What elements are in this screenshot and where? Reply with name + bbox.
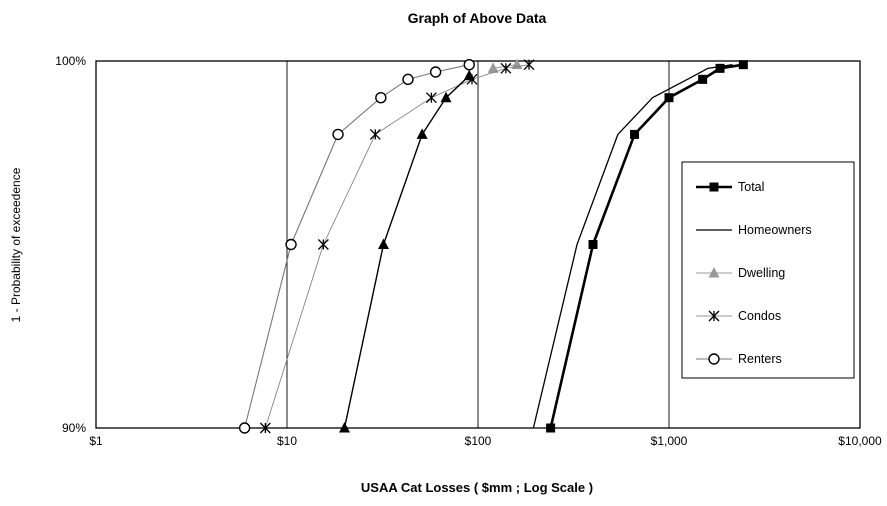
x-tick-label: $100: [465, 434, 492, 448]
renters-point: [463, 58, 475, 71]
x-axis-label: USAA Cat Losses ( $mm ; Log Scale ): [361, 480, 593, 495]
chart-title: Graph of Above Data: [408, 10, 547, 26]
plot-area: $1 $10 $100 $1,000 $10,000 90% 100%: [55, 54, 882, 448]
legend-label-condos: Condos: [738, 309, 781, 323]
condos-point: [259, 422, 271, 434]
condos-point: [317, 239, 329, 250]
total-point: [738, 60, 748, 70]
dwelling-point: [487, 62, 499, 73]
total-point: [588, 240, 598, 249]
x-tick-label: $10: [277, 434, 297, 448]
condos-point: [523, 59, 535, 71]
series-5-line: [343, 75, 470, 429]
renters-point: [332, 128, 344, 141]
renters-line: [244, 64, 470, 429]
legend-label-total: Total: [738, 180, 764, 194]
condos-line: [264, 64, 530, 429]
legend-marker-dwelling: [708, 267, 720, 278]
renters-point: [402, 73, 414, 86]
renters-point: [375, 91, 387, 104]
legend-label-renters: Renters: [738, 352, 782, 366]
y-tick-label: 90%: [62, 421, 86, 435]
series-5-point: [377, 238, 389, 249]
legend: Total Homeowners Dwelling Condos Renters: [681, 161, 855, 379]
total-point: [546, 423, 556, 433]
renters-point: [429, 66, 442, 78]
x-tick-label: $1,000: [651, 434, 688, 448]
dwelling-line: [493, 64, 518, 69]
total-point: [630, 129, 640, 139]
condos-point: [500, 62, 512, 74]
total-point: [715, 63, 725, 73]
legend-marker-renters: [708, 353, 720, 365]
series-5-point: [463, 69, 475, 81]
renters-point: [285, 238, 297, 251]
series-5-point: [416, 128, 428, 139]
homeowners-line: [532, 64, 733, 429]
condos-point: [369, 128, 381, 140]
condos-point: [425, 92, 437, 104]
legend-label-dwelling: Dwelling: [738, 266, 785, 280]
x-tick-label: $10,000: [838, 434, 882, 448]
total-point: [664, 93, 674, 103]
y-axis-label: 1 - Probability of exceedence: [9, 167, 23, 322]
legend-marker-total: [709, 182, 719, 192]
total-point: [698, 74, 708, 84]
legend-box: [681, 161, 855, 379]
legend-marker-condos: [708, 310, 720, 322]
renters-point: [238, 422, 251, 434]
series-5-point: [440, 91, 452, 103]
legend-label-homeowners: Homeowners: [738, 223, 812, 237]
y-tick-label: 100%: [55, 54, 86, 68]
x-tick-label: $1: [89, 434, 103, 448]
series-5-point: [338, 422, 350, 433]
